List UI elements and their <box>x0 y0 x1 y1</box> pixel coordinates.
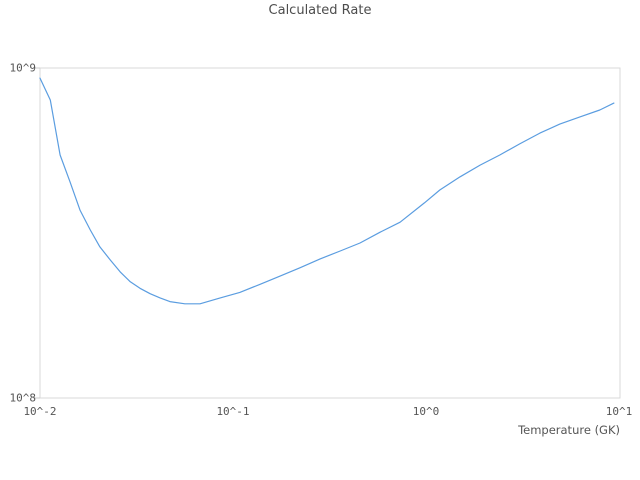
x-tick-label-1: 10^-1 <box>216 405 250 418</box>
rate-curve <box>39 77 615 305</box>
x-tick-label-0: 10^-2 <box>23 405 57 418</box>
chart-title: Calculated Rate <box>268 3 372 18</box>
x-axis-label: Temperature (GK) <box>518 423 620 437</box>
x-tick-label-3: 10^1 <box>605 405 633 418</box>
y-tick-label-bottom: 10^8 <box>9 391 37 405</box>
y-tick-label-top: 10^9 <box>9 61 37 75</box>
x-tick-label-2: 10^0 <box>412 405 440 418</box>
plot-area-border <box>39 67 621 399</box>
